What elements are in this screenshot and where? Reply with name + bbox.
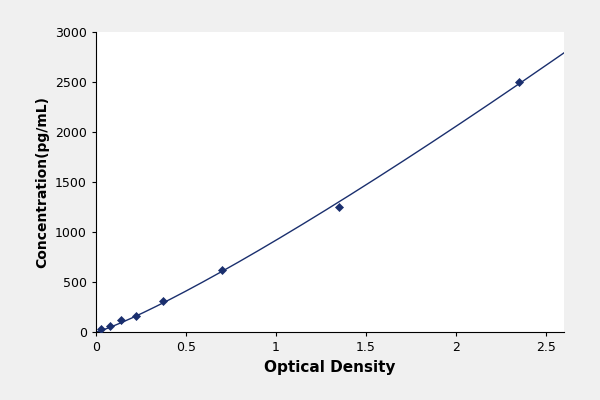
X-axis label: Optical Density: Optical Density — [264, 360, 396, 374]
Y-axis label: Concentration(pg/mL): Concentration(pg/mL) — [35, 96, 50, 268]
